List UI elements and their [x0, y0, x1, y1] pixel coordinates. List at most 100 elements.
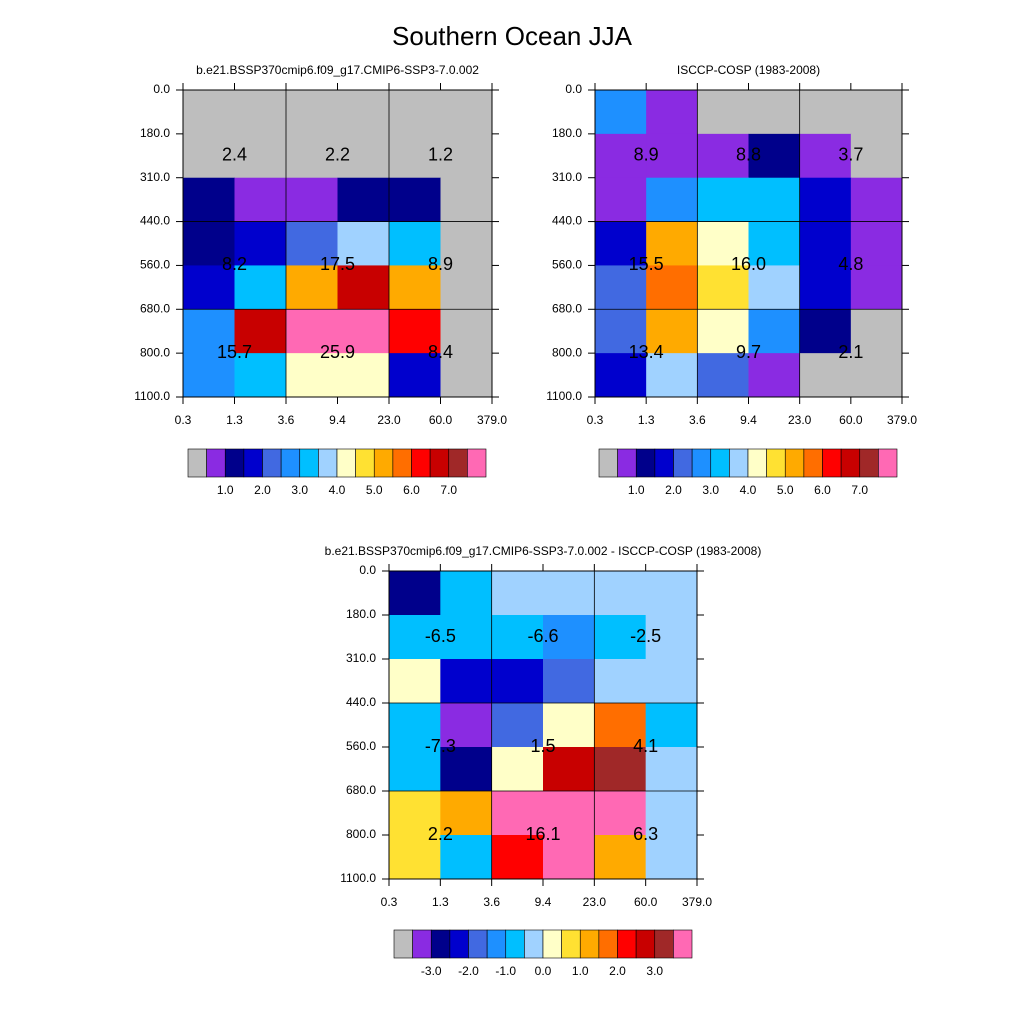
cell [543, 747, 595, 792]
cell [491, 791, 544, 836]
cell [799, 309, 852, 354]
colorbar-box [355, 448, 375, 478]
cell [389, 221, 441, 266]
y-tick-label: 1100.0 [340, 871, 376, 885]
y-tick-label: 440.0 [346, 695, 376, 709]
cell [645, 659, 698, 704]
cell [183, 221, 235, 266]
colorbar-box [598, 929, 618, 959]
colorbar-label: 5.0 [366, 483, 383, 497]
y-tick-label: 680.0 [552, 301, 582, 315]
colorbar-box [412, 929, 432, 959]
colorbar-box [206, 448, 226, 478]
y-tick-label: 440.0 [140, 214, 170, 228]
cell [799, 133, 852, 179]
colorbar-label: 7.0 [440, 483, 457, 497]
x-tick-label: 9.4 [535, 895, 552, 909]
y-tick-label: 800.0 [552, 345, 582, 359]
cell [286, 265, 338, 310]
colorbar-box [505, 929, 525, 959]
x-tick-label: 9.4 [740, 413, 757, 427]
colorbar-label: 6.0 [403, 483, 420, 497]
colorbar-box [243, 448, 263, 478]
y-tick-label: 680.0 [140, 301, 170, 315]
colorbar-box [579, 929, 600, 959]
cell [389, 353, 441, 398]
cell [183, 133, 235, 179]
x-tick-label: 60.0 [429, 413, 453, 427]
colorbar-box [430, 929, 451, 959]
cell [646, 265, 698, 310]
x-tick-label: 1.3 [226, 413, 243, 427]
colorbar-label: -2.0 [458, 964, 479, 978]
cell [389, 659, 441, 704]
y-tick-label: 800.0 [140, 345, 170, 359]
cell [234, 353, 287, 398]
cell [337, 353, 390, 398]
cell [440, 571, 493, 616]
colorbar-box [710, 448, 730, 478]
cell [543, 659, 595, 704]
colorbar-box [878, 448, 898, 478]
colorbar-box [859, 448, 879, 478]
x-tick-label: 3.6 [689, 413, 706, 427]
cell [234, 221, 287, 266]
cell [491, 703, 544, 748]
value-label: 16.0 [731, 254, 766, 274]
colorbar-box [429, 448, 450, 478]
x-tick-label: 60.0 [634, 895, 658, 909]
value-label: 2.1 [838, 342, 863, 362]
colorbar-label: 1.0 [628, 483, 645, 497]
cell [646, 177, 698, 223]
cell [234, 309, 287, 354]
colorbar-label: 5.0 [777, 483, 794, 497]
y-tick-label: 680.0 [346, 783, 376, 797]
value-label: -2.5 [630, 626, 661, 646]
colorbar-label: -1.0 [495, 964, 516, 978]
colorbar-box [840, 448, 861, 478]
colorbar-box [635, 448, 656, 478]
cell [543, 571, 595, 616]
cell [286, 90, 338, 135]
value-label: 8.9 [634, 145, 659, 165]
cell [337, 177, 390, 223]
value-label: -7.3 [425, 736, 456, 756]
value-label: 4.1 [633, 736, 658, 756]
cell [595, 133, 647, 179]
value-label: 2.2 [428, 824, 453, 844]
cell [440, 353, 493, 398]
value-label: 6.3 [633, 824, 658, 844]
value-label: -6.5 [425, 626, 456, 646]
cell [440, 265, 493, 310]
cell [440, 747, 493, 792]
cell [440, 659, 493, 704]
value-label: 1.2 [428, 145, 453, 165]
cell [491, 835, 544, 880]
colorbar-box [224, 448, 245, 478]
cell [645, 571, 698, 616]
cell [491, 659, 544, 704]
y-tick-label: 310.0 [140, 170, 170, 184]
value-label: -6.6 [527, 626, 558, 646]
cell [594, 791, 647, 836]
cell [595, 265, 647, 310]
panel-title: ISCCP-COSP (1983-2008) [677, 63, 820, 77]
cell [748, 133, 801, 179]
panel-title: b.e21.BSSP370cmip6.f09_g17.CMIP6-SSP3-7.… [325, 544, 762, 558]
colorbar-label: -3.0 [421, 964, 442, 978]
panel-title: b.e21.BSSP370cmip6.f09_g17.CMIP6-SSP3-7.… [196, 63, 479, 77]
cell [286, 353, 338, 398]
y-tick-label: 310.0 [346, 651, 376, 665]
cell [595, 221, 647, 266]
colorbar-box [187, 448, 207, 478]
cell [748, 309, 801, 354]
colorbar-box [822, 448, 842, 478]
cell [286, 177, 338, 223]
figure-title: Southern Ocean JJA [392, 21, 633, 51]
value-label: 17.5 [320, 254, 355, 274]
cell [389, 90, 441, 135]
colorbar-box [747, 448, 767, 478]
cell [389, 747, 441, 792]
cell [748, 90, 801, 135]
